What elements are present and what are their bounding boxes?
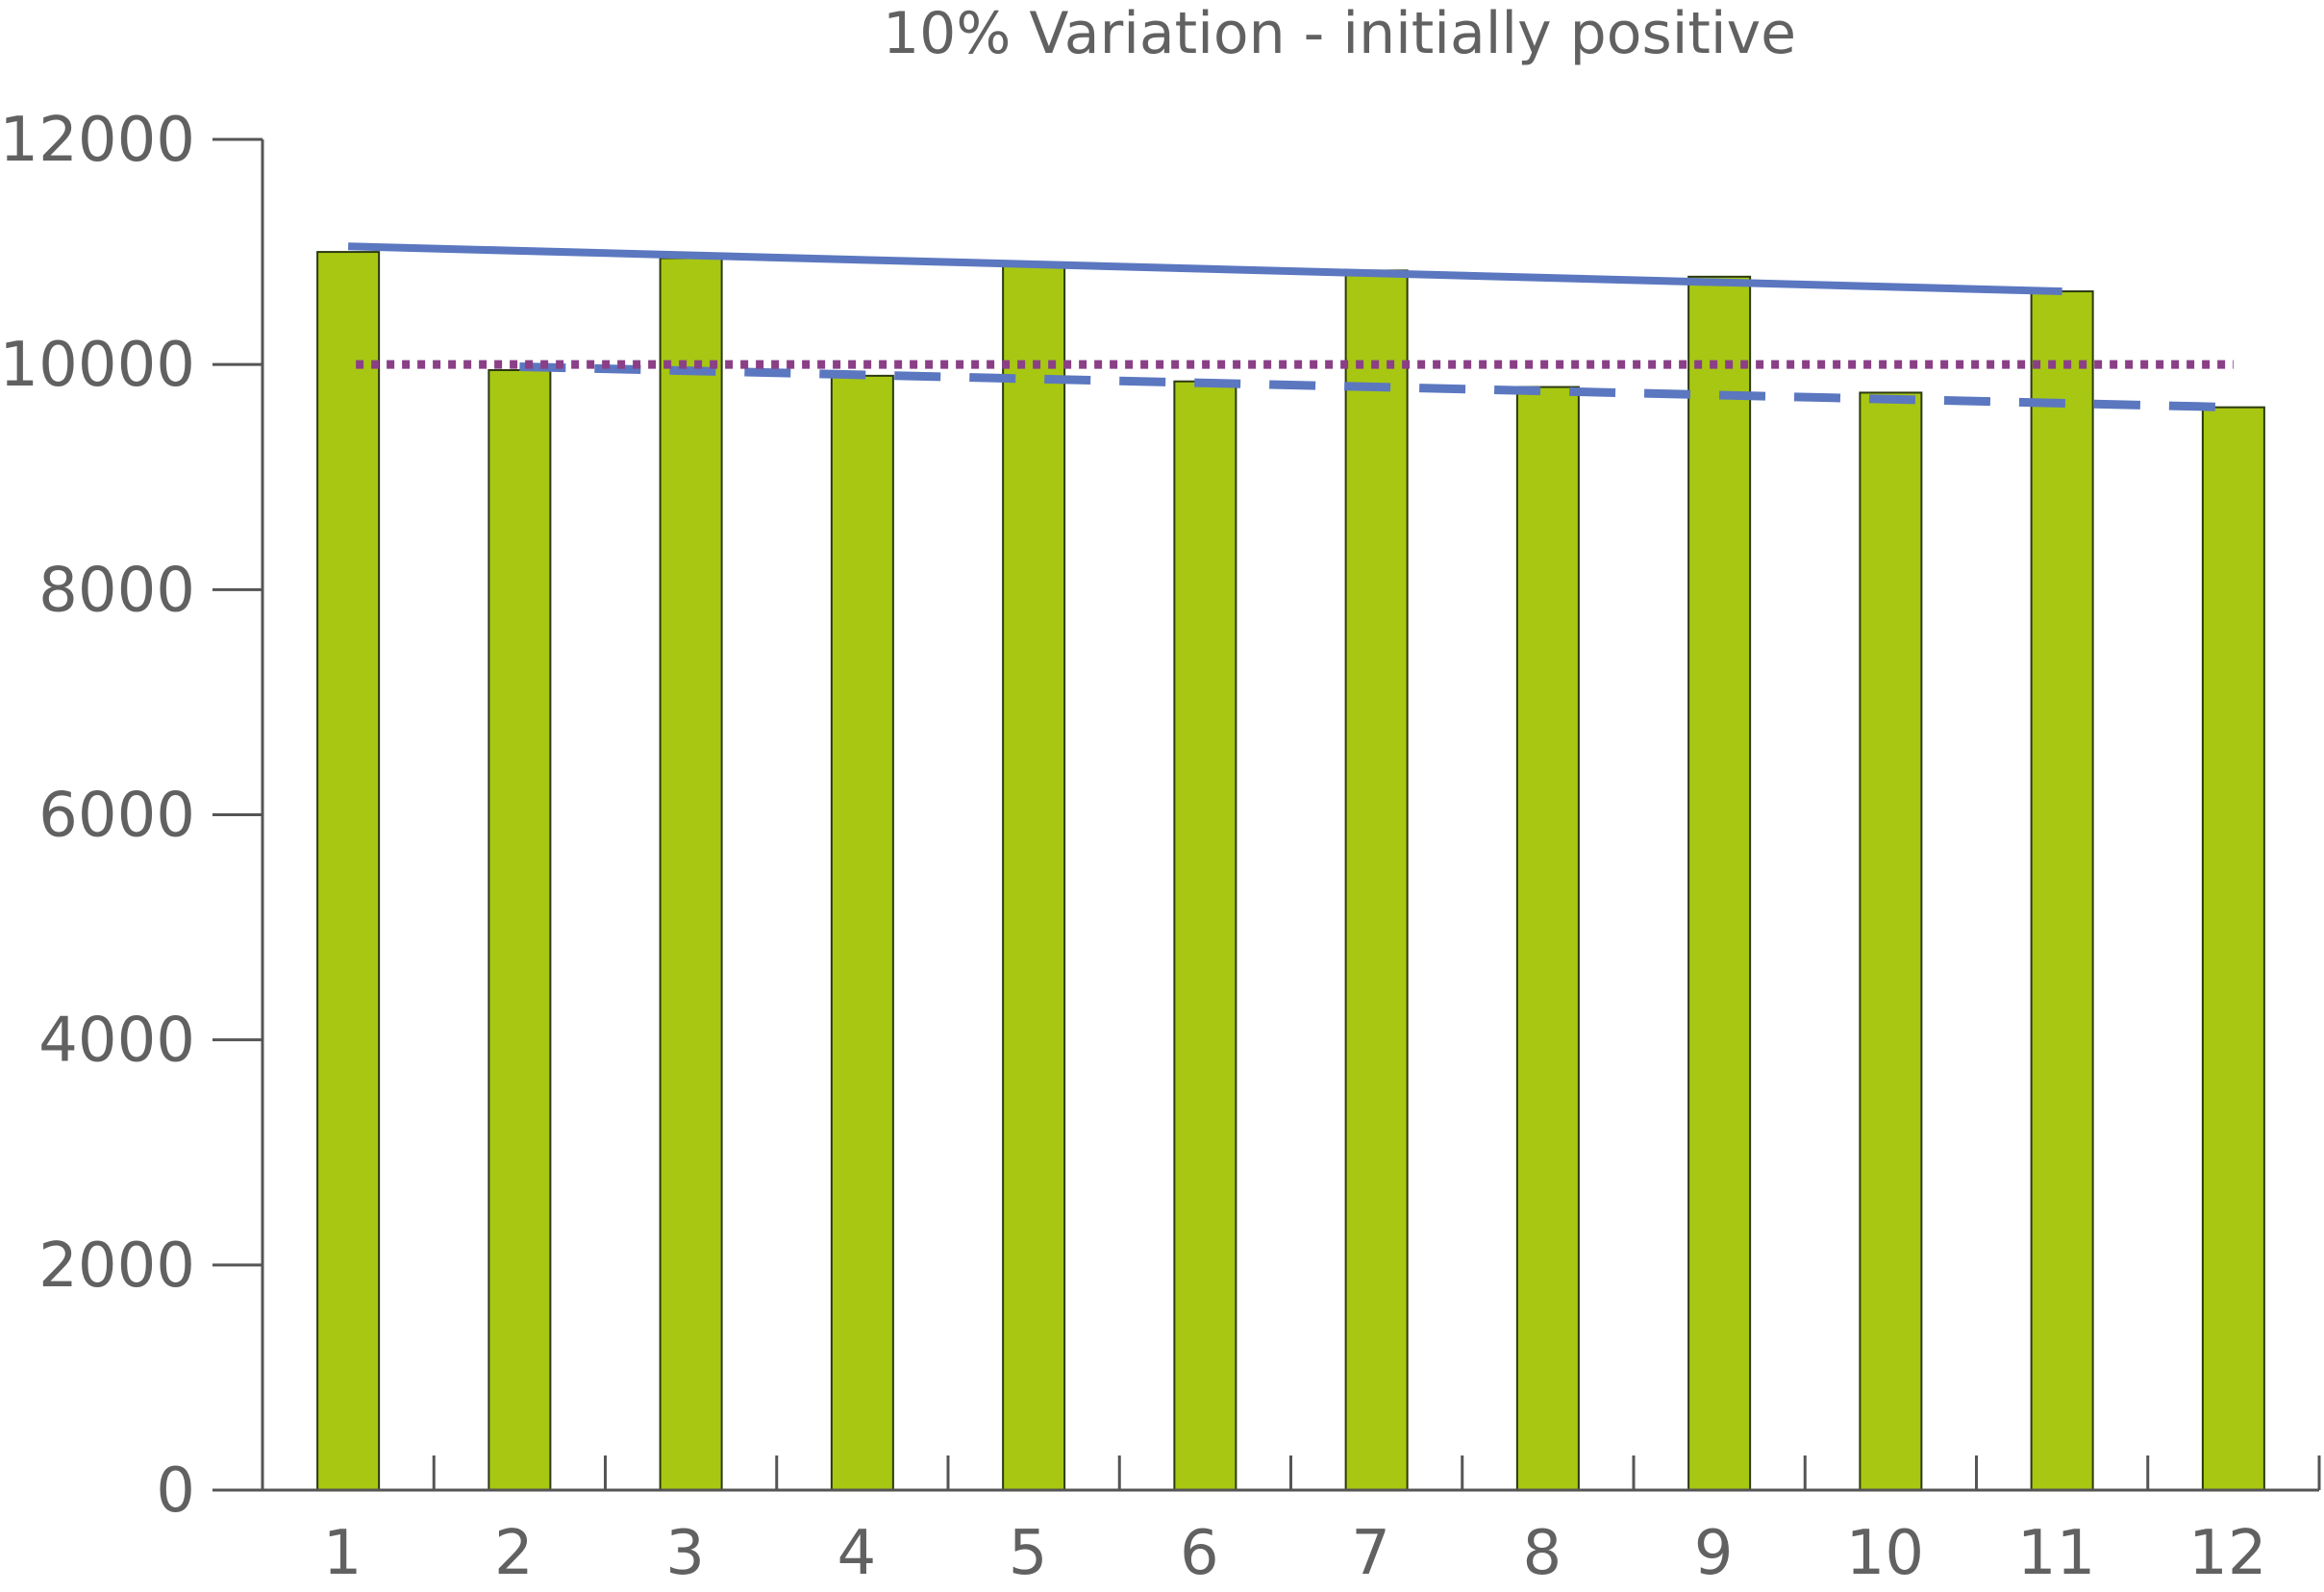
x-tick-label: 6 <box>1180 1518 1219 1589</box>
bar-8 <box>1515 386 1580 1491</box>
x-tick-label: 11 <box>2017 1518 2095 1589</box>
y-tick-label: 4000 <box>38 1006 195 1077</box>
bar-5 <box>1002 262 1066 1491</box>
lines-group <box>348 242 2234 412</box>
x-tick-label: 3 <box>665 1518 705 1589</box>
x-tick-label: 5 <box>1009 1518 1048 1589</box>
x-tick-label: 8 <box>1523 1518 1562 1589</box>
x-tick-label: 7 <box>1351 1518 1390 1589</box>
bars-group <box>316 251 2265 1492</box>
y-tick-label: 6000 <box>38 781 195 852</box>
bar-7 <box>1344 269 1409 1491</box>
x-tick-label: 9 <box>1694 1518 1734 1589</box>
chart-title: 10% Variation - initially positive <box>883 0 1796 67</box>
bar-10 <box>1859 391 1923 1491</box>
bar-3 <box>659 257 723 1491</box>
bar-1 <box>316 251 381 1491</box>
y-tick-label: 10000 <box>0 330 195 401</box>
x-tick-label: 2 <box>494 1518 534 1589</box>
x-tick-label: 1 <box>323 1518 362 1589</box>
bar-9 <box>1687 275 1752 1491</box>
y-tick-label: 8000 <box>38 555 195 626</box>
bar-4 <box>830 374 894 1491</box>
y-tick-label: 2000 <box>38 1231 195 1302</box>
x-tick-label: 4 <box>837 1518 877 1589</box>
x-tick-label: 12 <box>2188 1518 2266 1589</box>
bar-11 <box>2030 290 2094 1491</box>
trend-line-solid <box>348 242 2062 296</box>
y-tick-label: 12000 <box>0 105 195 176</box>
y-tick-label: 0 <box>156 1455 195 1527</box>
trend-line-dashed <box>519 362 2234 412</box>
bar-12 <box>2201 406 2265 1491</box>
bar-6 <box>1173 380 1237 1492</box>
x-tick-label: 10 <box>1846 1518 1924 1589</box>
bar-2 <box>487 369 552 1491</box>
